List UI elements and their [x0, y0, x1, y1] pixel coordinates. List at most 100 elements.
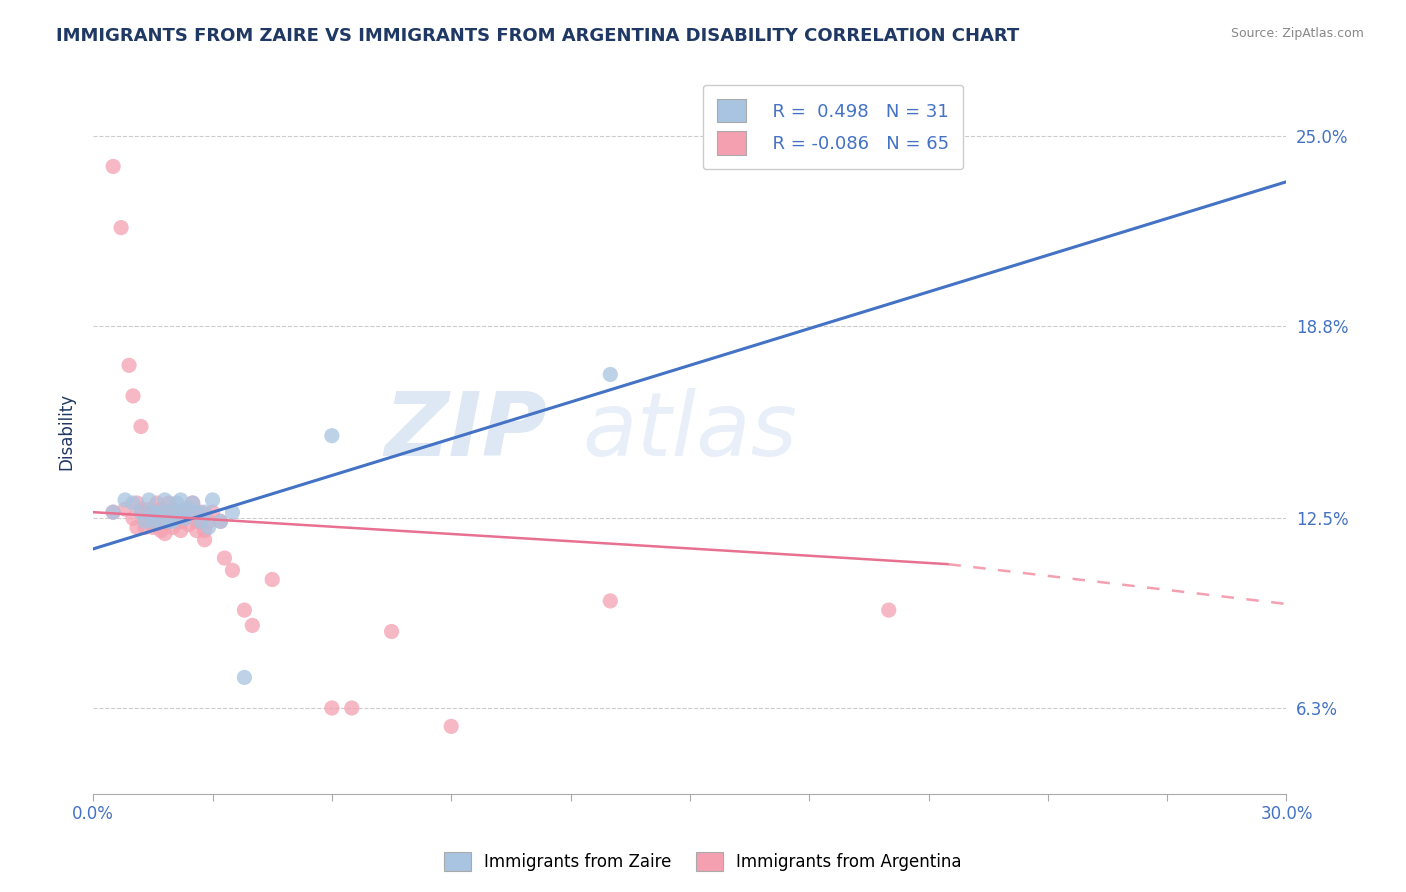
Point: [101, 160, 124, 174]
Text: atlas: atlas: [582, 388, 797, 474]
Point: [138, 492, 160, 507]
Point: [599, 368, 621, 382]
Point: [599, 594, 621, 608]
Point: [440, 719, 463, 733]
Point: [162, 520, 184, 534]
Point: [233, 670, 256, 684]
Point: [162, 505, 184, 519]
Point: [194, 524, 217, 538]
Point: [181, 505, 204, 519]
Point: [190, 505, 212, 519]
Point: [134, 514, 156, 528]
Legend:   R =  0.498   N = 31,   R = -0.086   N = 65: R = 0.498 N = 31, R = -0.086 N = 65: [703, 85, 963, 169]
Point: [340, 701, 363, 715]
Point: [170, 514, 193, 528]
Point: [214, 551, 236, 566]
Point: [129, 419, 152, 434]
Point: [138, 514, 160, 528]
Point: [166, 496, 188, 510]
Point: [173, 511, 195, 525]
Point: [134, 505, 156, 519]
Point: [146, 496, 169, 510]
Point: [157, 514, 180, 528]
Point: [142, 505, 165, 519]
Point: [221, 563, 243, 577]
Point: [149, 514, 172, 528]
Point: [166, 505, 188, 519]
Text: Source: ZipAtlas.com: Source: ZipAtlas.com: [1230, 27, 1364, 40]
Text: IMMIGRANTS FROM ZAIRE VS IMMIGRANTS FROM ARGENTINA DISABILITY CORRELATION CHART: IMMIGRANTS FROM ZAIRE VS IMMIGRANTS FROM…: [56, 27, 1019, 45]
Point: [114, 502, 136, 516]
Point: [186, 514, 208, 528]
Point: [209, 514, 232, 528]
Point: [142, 514, 165, 528]
Point: [153, 514, 176, 528]
Point: [122, 511, 145, 525]
Point: [134, 514, 156, 528]
Point: [138, 502, 160, 516]
Point: [177, 505, 200, 519]
Point: [194, 533, 217, 547]
Point: [142, 520, 165, 534]
Point: [170, 524, 193, 538]
Point: [122, 496, 145, 510]
Point: [201, 505, 224, 519]
Point: [186, 524, 208, 538]
Point: [157, 505, 180, 519]
Point: [197, 514, 219, 528]
Point: [149, 514, 172, 528]
Y-axis label: Disability: Disability: [58, 392, 75, 470]
Point: [125, 496, 148, 510]
Point: [162, 514, 184, 528]
Point: [110, 220, 132, 235]
Point: [153, 526, 176, 541]
Point: [149, 502, 172, 516]
Point: [181, 496, 204, 510]
Point: [129, 505, 152, 519]
Point: [170, 492, 193, 507]
Point: [321, 701, 343, 715]
Point: [186, 505, 208, 519]
Point: [162, 502, 184, 516]
Point: [157, 496, 180, 510]
Point: [201, 492, 224, 507]
Text: ZIP: ZIP: [384, 388, 547, 475]
Point: [221, 505, 243, 519]
Point: [146, 505, 169, 519]
Point: [197, 520, 219, 534]
Point: [101, 505, 124, 519]
Point: [125, 520, 148, 534]
Point: [122, 389, 145, 403]
Point: [173, 511, 195, 525]
Point: [153, 505, 176, 519]
Point: [194, 505, 217, 519]
Point: [162, 511, 184, 525]
Point: [233, 603, 256, 617]
Point: [380, 624, 402, 639]
Point: [142, 505, 165, 519]
Point: [129, 502, 152, 516]
Point: [170, 505, 193, 519]
Point: [190, 514, 212, 528]
Point: [321, 428, 343, 442]
Point: [170, 505, 193, 519]
Point: [146, 505, 169, 519]
Point: [240, 618, 263, 632]
Point: [101, 505, 124, 519]
Point: [181, 496, 204, 510]
Point: [153, 505, 176, 519]
Point: [166, 514, 188, 528]
Point: [114, 492, 136, 507]
Point: [149, 524, 172, 538]
Point: [177, 517, 200, 532]
Legend: Immigrants from Zaire, Immigrants from Argentina: Immigrants from Zaire, Immigrants from A…: [436, 843, 970, 880]
Point: [190, 514, 212, 528]
Point: [209, 514, 232, 528]
Point: [177, 502, 200, 516]
Point: [262, 573, 284, 587]
Point: [157, 514, 180, 528]
Point: [142, 514, 165, 528]
Point: [118, 359, 141, 373]
Point: [134, 520, 156, 534]
Point: [877, 603, 900, 617]
